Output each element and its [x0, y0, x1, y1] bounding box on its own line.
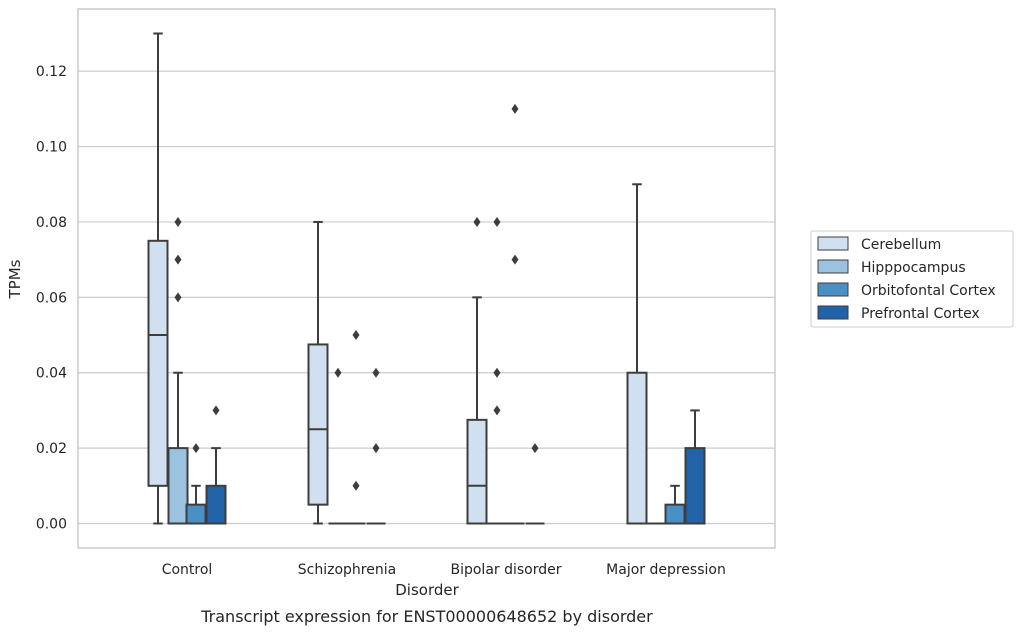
box-group: [487, 216, 507, 525]
outlier-point: [174, 216, 182, 227]
box-group: [307, 220, 329, 525]
box-group: [328, 367, 348, 525]
outlier-point: [493, 405, 501, 416]
y-tick-label: 0.10: [36, 140, 67, 156]
legend-label: Prefrontal Cortex: [861, 306, 980, 322]
box-body: [167, 447, 189, 525]
outlier-point: [192, 443, 200, 454]
y-tick-label: 0.08: [36, 215, 67, 231]
box-group: [664, 484, 686, 525]
y-axis-ticks: 0.00 0.02 0.04 0.06 0.08 0.10 0.12: [36, 64, 67, 532]
outlier-point: [212, 405, 220, 416]
outlier-point: [493, 367, 501, 378]
box-body: [307, 343, 329, 506]
y-tick-label: 0.02: [36, 441, 67, 457]
outlier-point: [531, 443, 539, 454]
box-group: [466, 216, 488, 525]
y-tick-label: 0.00: [36, 517, 67, 533]
outlier-point: [174, 292, 182, 303]
box-body: [626, 371, 648, 525]
box-body: [205, 484, 227, 525]
outlier-point: [352, 330, 360, 341]
box-body: [185, 503, 207, 525]
box-group: [684, 409, 706, 525]
y-tick-label: 0.04: [36, 366, 67, 382]
box-group: [185, 443, 207, 525]
legend-swatch: [817, 305, 849, 320]
outlier-point: [473, 216, 481, 227]
box-group: [525, 443, 545, 525]
x-tick-label: Schizophrenia: [298, 562, 396, 578]
box-group: [366, 367, 386, 525]
plot-frame: [77, 8, 776, 549]
box-group: [346, 330, 366, 525]
x-tick-label: Control: [162, 562, 213, 578]
x-tick-label: Major depression: [606, 562, 726, 578]
outlier-point: [372, 367, 380, 378]
outlier-point: [352, 480, 360, 491]
x-axis-label: Disorder: [395, 581, 459, 599]
x-tick-label: Bipolar disorder: [450, 562, 561, 578]
box-group: [167, 216, 189, 525]
legend-swatch: [817, 282, 849, 297]
legend-frame: [810, 230, 1014, 328]
box-group: [505, 103, 525, 525]
outlier-point: [511, 103, 519, 114]
legend: Cerebellum Hipppocampus Orbitofontal Corte…: [810, 230, 1014, 328]
boxes: [147, 32, 706, 525]
y-tick-label: 0.12: [36, 64, 67, 80]
outlier-point: [372, 443, 380, 454]
x-axis-ticks: Control Schizophrenia Bipolar disorder Majo…: [162, 562, 726, 578]
legend-label: Hipppocampus: [861, 260, 966, 276]
outlier-point: [334, 367, 342, 378]
y-tick-label: 0.06: [36, 290, 67, 306]
legend-label: Cerebellum: [861, 237, 941, 253]
box-body: [466, 418, 488, 525]
outlier-point: [511, 254, 519, 265]
box-body: [664, 503, 686, 525]
y-axis-label: TPMs: [6, 259, 24, 299]
box-group: [626, 183, 648, 525]
legend-swatch: [817, 259, 849, 274]
outlier-point: [493, 216, 501, 227]
box-body: [684, 447, 706, 525]
box-group: [147, 32, 169, 525]
legend-label: Orbitofontal Cortex: [861, 283, 996, 299]
outlier-point: [174, 254, 182, 265]
legend-swatch: [817, 236, 849, 251]
box-body: [147, 239, 169, 487]
box-group: [205, 405, 227, 525]
chart-caption: Transcript expression for ENST0000064865…: [200, 607, 653, 626]
